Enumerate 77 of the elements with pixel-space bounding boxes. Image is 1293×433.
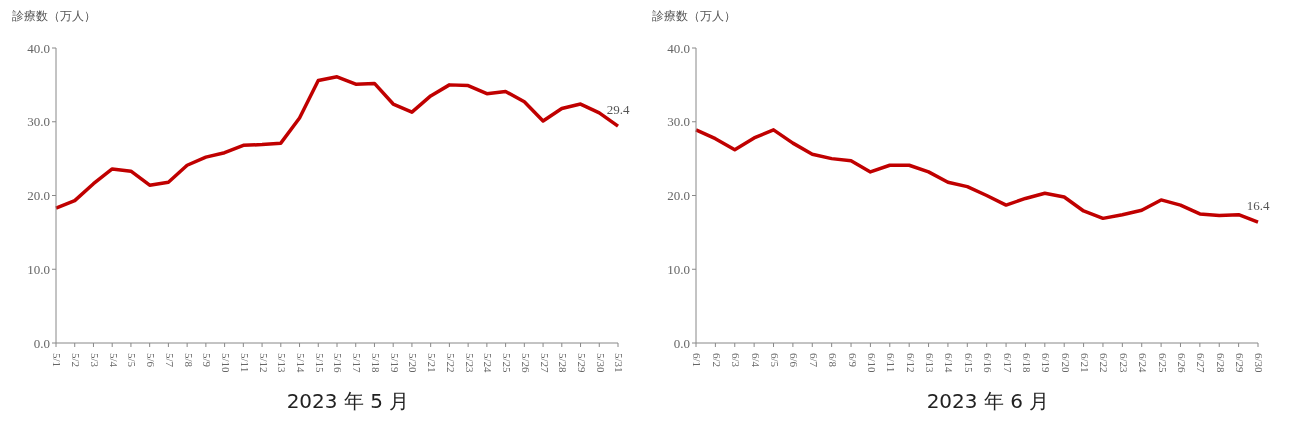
x-tick-label: 5/8: [182, 353, 195, 368]
y-axis-title: 診療数（万人）: [11, 8, 97, 25]
x-tick-label: 6/26: [1175, 353, 1188, 374]
x-tick-label: 6/28: [1214, 353, 1227, 374]
x-tick-label: 6/7: [807, 353, 820, 368]
x-tick-label: 6/25: [1156, 353, 1169, 374]
x-tick-label: 6/13: [924, 353, 937, 374]
x-tick-label: 6/30: [1253, 353, 1266, 374]
x-tick-label: 6/14: [943, 353, 956, 374]
x-axis-title: 2023 年 6 月: [925, 388, 1051, 415]
x-tick-label: 6/1: [691, 353, 704, 368]
x-tick-label: 5/9: [201, 353, 214, 368]
y-tick-label: 30.0: [667, 114, 690, 130]
x-tick-label: 5/3: [88, 353, 101, 368]
x-tick-label: 5/16: [332, 353, 345, 374]
x-tick-label: 6/19: [1040, 353, 1053, 374]
x-tick-label: 6/10: [865, 353, 878, 374]
y-axis-title: 診療数（万人）: [651, 8, 737, 25]
x-tick-label: 5/7: [163, 353, 176, 368]
x-tick-label: 6/29: [1234, 353, 1247, 374]
x-tick-label: 5/28: [557, 353, 570, 374]
x-tick-label: 6/22: [1098, 353, 1111, 373]
x-tick-label: 6/12: [904, 353, 917, 373]
y-tick-label: 20.0: [667, 188, 690, 204]
x-tick-label: 5/27: [538, 353, 551, 374]
y-tick-label: 40.0: [27, 40, 50, 56]
x-tick-label: 5/2: [70, 353, 83, 368]
x-tick-label: 6/21: [1079, 353, 1092, 373]
x-tick-label: 5/18: [369, 353, 382, 374]
x-tick-label: 6/4: [749, 353, 762, 368]
x-tick-label: 6/23: [1117, 353, 1130, 374]
y-tick-label: 20.0: [27, 188, 50, 204]
x-tick-label: 5/22: [444, 353, 457, 373]
y-tick-label: 10.0: [667, 261, 690, 277]
x-tick-label: 6/2: [710, 353, 723, 368]
x-tick-label: 5/13: [276, 353, 289, 374]
x-tick-label: 6/17: [1001, 353, 1014, 374]
x-tick-label: 5/21: [426, 353, 439, 373]
x-tick-label: 5/23: [463, 353, 476, 374]
y-tick-label: 10.0: [27, 261, 50, 277]
x-tick-label: 6/11: [885, 353, 898, 373]
x-tick-label: 5/17: [351, 353, 364, 374]
x-tick-label: 6/18: [1020, 353, 1033, 374]
x-tick-label: 5/25: [501, 353, 514, 374]
x-tick-label: 5/10: [220, 353, 233, 374]
x-tick-label: 5/5: [126, 353, 139, 368]
annotation: 16.4: [1246, 198, 1270, 214]
x-tick-label: 5/29: [576, 353, 588, 374]
x-tick-label: 5/31: [613, 353, 626, 373]
x-tick-label: 6/8: [827, 353, 840, 368]
y-tick-label: 0.0: [673, 335, 690, 351]
x-tick-label: 6/9: [846, 353, 859, 368]
x-tick-label: 5/1: [51, 353, 64, 368]
y-tick-label: 40.0: [667, 40, 690, 56]
x-tick-label: 5/30: [594, 353, 607, 374]
x-tick-label: 6/6: [788, 353, 801, 368]
x-tick-label: 5/20: [407, 353, 420, 374]
x-tick-label: 6/5: [768, 353, 781, 368]
x-tick-label: 6/24: [1137, 353, 1150, 374]
x-tick-label: 5/12: [257, 353, 270, 373]
x-tick-label: 6/27: [1195, 353, 1208, 374]
x-tick-label: 5/4: [107, 353, 120, 368]
x-tick-label: 5/6: [145, 353, 158, 368]
annotation: 29.4: [606, 102, 630, 118]
x-tick-label: 5/11: [238, 353, 251, 373]
x-tick-label: 6/20: [1059, 353, 1072, 374]
x-tick-label: 5/24: [482, 353, 495, 374]
x-axis-title: 2023 年 5 月: [285, 388, 411, 415]
x-tick-label: 5/19: [388, 353, 401, 374]
x-tick-label: 6/15: [962, 353, 975, 374]
x-tick-label: 5/14: [295, 353, 307, 374]
x-tick-label: 6/16: [982, 353, 995, 374]
y-tick-label: 30.0: [27, 114, 50, 130]
x-tick-label: 6/3: [730, 353, 743, 368]
x-tick-label: 5/15: [313, 353, 326, 374]
y-tick-label: 0.0: [33, 335, 50, 351]
x-tick-label: 5/26: [519, 353, 532, 374]
